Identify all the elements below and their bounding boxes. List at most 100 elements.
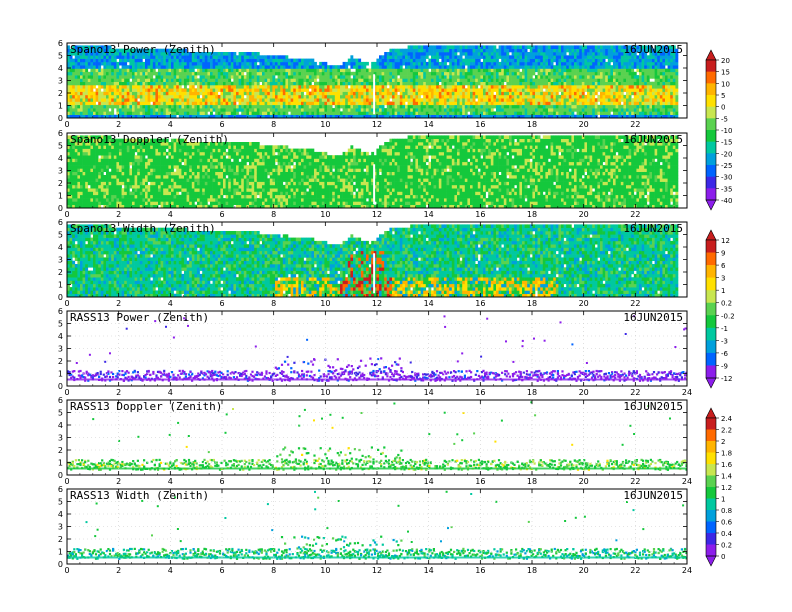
heat-cell	[275, 65, 278, 69]
heat-cell	[82, 58, 86, 63]
heat-cell	[392, 55, 395, 59]
heat-cell	[124, 61, 128, 66]
heat-cell	[626, 104, 629, 109]
heat-cell	[290, 88, 294, 92]
heat-cell	[568, 88, 572, 92]
heat-cell	[477, 68, 481, 73]
heat-cell	[236, 94, 239, 99]
heat-cell	[516, 114, 520, 118]
heat-cell	[329, 78, 333, 82]
heat-cell	[644, 65, 648, 69]
heat-cell	[386, 101, 390, 106]
heat-cell	[493, 94, 497, 99]
heat-cell	[145, 91, 148, 96]
heat-cell	[319, 88, 323, 92]
heat-cell	[282, 114, 286, 118]
heat-cell	[93, 81, 96, 86]
heat-cell	[670, 71, 674, 76]
heat-cell	[186, 52, 190, 56]
heat-cell	[641, 104, 645, 109]
heat-cell	[142, 52, 146, 56]
heat-cell	[371, 61, 375, 66]
heat-cell	[72, 194, 76, 199]
heat-cell	[548, 114, 551, 118]
heat-cell	[194, 88, 198, 92]
heat-cell	[467, 94, 471, 99]
heat-cell	[178, 104, 182, 109]
heat-cell	[137, 52, 141, 56]
heat-cell	[420, 78, 424, 82]
heat-cell	[124, 55, 128, 59]
heat-cell	[301, 91, 304, 96]
heat-cell	[134, 68, 138, 73]
heat-cell	[139, 91, 143, 96]
heat-cell	[249, 55, 252, 59]
heat-cell	[548, 101, 551, 106]
heat-cell	[410, 68, 414, 73]
heat-cell	[503, 71, 507, 76]
heat-cell	[155, 78, 159, 82]
heat-cell	[324, 88, 328, 92]
heat-cell	[662, 114, 666, 118]
heat-cell	[483, 104, 486, 109]
heat-cell	[220, 111, 224, 115]
heat-cell	[654, 65, 658, 69]
heat-cell	[202, 68, 206, 73]
heat-cell	[220, 78, 224, 82]
heat-cell	[254, 68, 258, 73]
heat-cell	[158, 48, 161, 53]
heat-cell	[646, 45, 650, 49]
heat-cell	[262, 94, 265, 99]
heat-cell	[241, 91, 245, 96]
heat-cell	[93, 111, 96, 115]
heat-cell	[516, 104, 520, 109]
heat-cell	[535, 58, 538, 63]
heat-cell	[230, 98, 234, 102]
heat-cell	[652, 111, 655, 115]
heat-cell	[371, 111, 375, 115]
heat-cell	[165, 52, 169, 56]
heat-cell	[353, 85, 356, 89]
heat-cell	[649, 98, 653, 102]
heat-cell	[103, 88, 107, 92]
heat-cell	[516, 98, 520, 102]
heat-cell	[93, 71, 96, 76]
heat-cell	[384, 65, 388, 69]
heat-cell	[373, 75, 377, 79]
heat-cell	[568, 71, 572, 76]
heat-cell	[199, 78, 203, 82]
heat-cell	[574, 78, 577, 82]
heat-cell	[298, 85, 302, 89]
heat-cell	[77, 175, 81, 179]
heat-cell	[576, 45, 580, 49]
heat-cell	[376, 108, 380, 112]
heat-cell	[501, 85, 505, 89]
heat-cell	[418, 98, 421, 102]
heat-cell	[628, 111, 632, 115]
heat-cell	[470, 78, 473, 82]
heat-cell	[459, 94, 463, 99]
heat-cell	[493, 85, 497, 89]
heat-cell	[360, 94, 364, 99]
heat-cell	[181, 65, 185, 69]
heat-cell	[410, 88, 414, 92]
y-tick-label: 2	[58, 89, 63, 98]
heat-cell	[243, 91, 247, 96]
heat-cell	[168, 55, 172, 59]
heat-cell	[386, 91, 390, 96]
heat-cell	[587, 98, 590, 102]
heat-cell	[535, 91, 538, 96]
heat-cell	[431, 48, 434, 53]
heat-cell	[116, 71, 120, 76]
heat-cell	[618, 78, 622, 82]
heat-cell	[555, 114, 559, 118]
heat-cell	[592, 58, 596, 63]
heat-cell	[301, 114, 304, 118]
heat-cell	[306, 58, 310, 63]
heat-cell	[176, 98, 180, 102]
heat-cell	[93, 104, 96, 109]
heat-cell	[532, 68, 536, 73]
heat-cell	[212, 81, 216, 86]
heat-cell	[319, 85, 323, 89]
heat-cell	[537, 104, 541, 109]
